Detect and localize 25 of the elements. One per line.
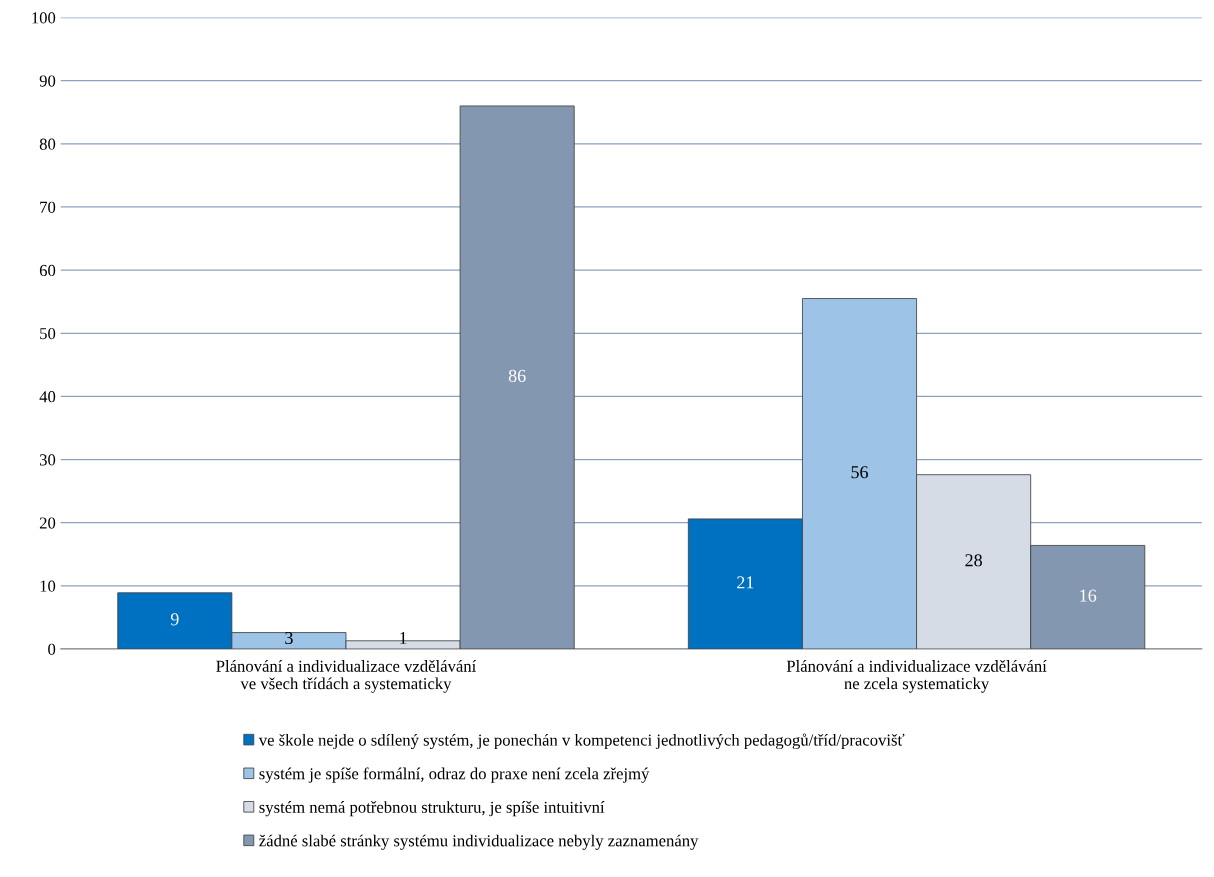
data-label: 3: [285, 631, 293, 645]
y-tick-label: 90: [39, 75, 56, 87]
x-tick-label: Plánování a individualizace vzdělávání ne zcela systematicky: [786, 660, 1047, 693]
legend-label: systém nemá potřebnou strukturu, je spíše intuitivní: [259, 801, 605, 817]
y-tick-label: 100: [32, 12, 56, 24]
y-tick-label: 70: [40, 201, 56, 213]
y-tick-label: 60: [39, 264, 56, 277]
data-label: 28: [965, 554, 982, 567]
y-tick-label: 0: [48, 643, 56, 655]
x-tick-label: Plánování a individualizace vzdělávání ve všech třídách a systematicky: [216, 660, 477, 693]
y-tick-label: 20: [39, 517, 56, 529]
data-label: 16: [1080, 589, 1097, 602]
y-tick-label: 30: [39, 454, 56, 466]
data-label: 56: [851, 466, 868, 479]
data-label: 21: [737, 576, 754, 589]
data-label: 86: [508, 369, 526, 382]
y-tick-label: 10: [40, 580, 56, 592]
y-tick-label: 50: [40, 327, 56, 340]
legend-label: ve škole nejde o sdílený systém, je ponechán v kompetenci jednotlivých pedagogů/tříd/pracovišť: [258, 733, 905, 750]
y-tick-label: 80: [39, 138, 56, 150]
legend-label: systém je spíše formální, odraz do praxe není zcela zřejmý: [259, 767, 650, 783]
data-label: 9: [170, 613, 179, 626]
data-label: 1: [400, 631, 407, 644]
legend-label: žádné slabé stránky systému individualizace nebyly zaznamenány: [259, 834, 699, 850]
y-tick-label: 40: [39, 391, 56, 403]
